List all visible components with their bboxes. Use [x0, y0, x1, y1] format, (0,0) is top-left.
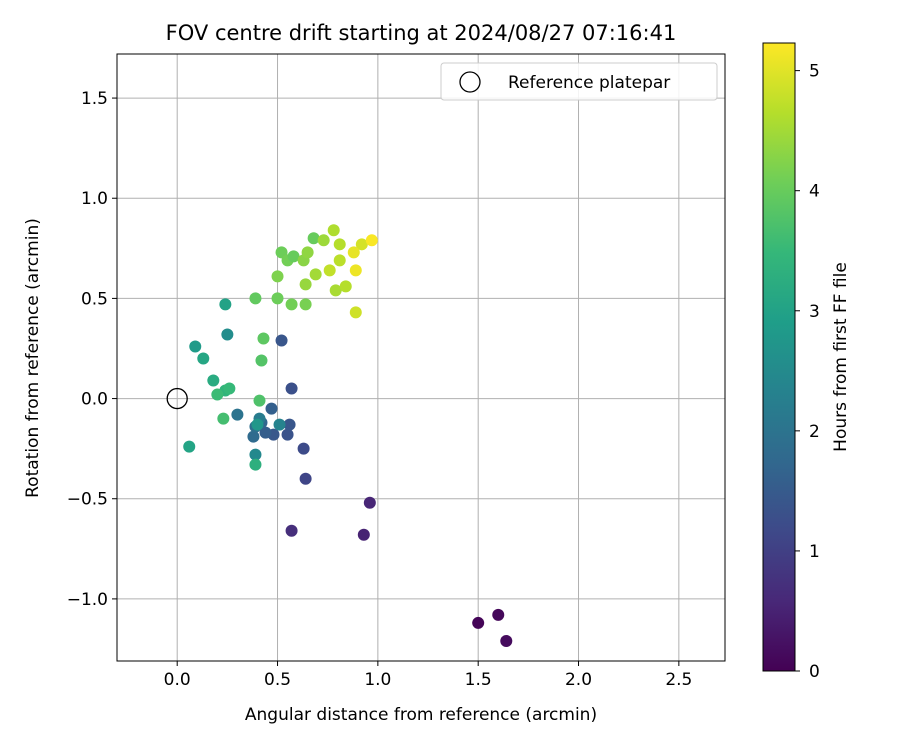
- data-point: [357, 528, 370, 541]
- colorbar-label: Hours from first FF file: [831, 262, 851, 452]
- data-point: [251, 418, 264, 431]
- data-point: [297, 442, 310, 455]
- data-point: [365, 234, 378, 247]
- data-point: [287, 250, 300, 263]
- data-point: [265, 402, 278, 415]
- data-point: [363, 496, 376, 509]
- y-axis-label: Rotation from reference (arcmin): [23, 218, 43, 498]
- colorbar-tick-label: 4: [809, 182, 820, 202]
- data-point: [257, 332, 270, 345]
- data-point: [299, 278, 312, 291]
- plot-frame: [116, 53, 726, 662]
- data-point: [285, 298, 298, 311]
- data-point: [271, 270, 284, 283]
- legend-marker-open-circle: [459, 71, 481, 93]
- data-point: [301, 246, 314, 259]
- x-tick-label: 2.5: [665, 670, 692, 690]
- x-tick-label: 0.5: [264, 670, 291, 690]
- data-point: [255, 354, 268, 367]
- data-point: [211, 388, 224, 401]
- data-point: [207, 374, 220, 387]
- data-point: [219, 298, 232, 311]
- colorbar: 0 1 2 3 4 5 Hours from first FF file: [762, 42, 851, 682]
- data-point: [329, 284, 342, 297]
- data-point: [231, 408, 244, 421]
- data-point: [492, 608, 505, 621]
- plot-background: [117, 54, 725, 661]
- y-tick-label: 1.0: [81, 189, 108, 209]
- data-point: [189, 340, 202, 353]
- data-point: [309, 268, 322, 281]
- data-point: [197, 352, 210, 365]
- chart-title: FOV centre drift starting at 2024/08/27 …: [166, 21, 677, 45]
- y-axis-ticks: −1.0 −0.5 0.0 0.5 1.0 1.5: [67, 89, 117, 610]
- data-point: [355, 238, 368, 251]
- data-point: [339, 280, 352, 293]
- data-point: [281, 428, 294, 441]
- plot-area: 0.0 0.5 1.0 1.5 2.0 2.5 −1.0 −0.5 0.0 0.5 1.0 1.5: [67, 53, 726, 690]
- data-point: [307, 232, 320, 245]
- data-point: [323, 264, 336, 277]
- data-point: [500, 634, 513, 647]
- data-point: [221, 328, 234, 341]
- data-point: [299, 472, 312, 485]
- data-point: [327, 224, 340, 237]
- x-axis-ticks: 0.0 0.5 1.0 1.5 2.0 2.5: [164, 661, 692, 690]
- data-point: [217, 412, 230, 425]
- data-point: [249, 458, 262, 471]
- data-point: [347, 246, 360, 259]
- data-point: [333, 254, 346, 267]
- data-point: [285, 524, 298, 537]
- data-point: [273, 418, 286, 431]
- y-tick-label: 1.5: [81, 89, 108, 109]
- reference-platepar-marker: [166, 387, 188, 410]
- data-point: [317, 234, 330, 247]
- data-point: [249, 448, 262, 461]
- data-point: [299, 298, 312, 311]
- data-point: [183, 440, 196, 453]
- legend-label: Reference platepar: [508, 73, 670, 93]
- colorbar-tick-label: 0: [809, 662, 820, 682]
- scatter-points: [183, 224, 513, 647]
- y-tick-label: −1.0: [67, 590, 108, 610]
- data-point: [271, 292, 284, 305]
- y-tick-label: −0.5: [67, 490, 108, 510]
- data-point: [472, 616, 485, 629]
- data-point: [223, 382, 236, 395]
- data-point: [247, 430, 260, 443]
- data-point: [349, 306, 362, 319]
- data-point: [349, 264, 362, 277]
- colorbar-tick-label: 1: [809, 542, 820, 562]
- legend-box: [440, 62, 718, 101]
- colorbar-tick-label: 2: [809, 422, 820, 442]
- colorbar-tick-label: 5: [809, 62, 820, 82]
- x-tick-label: 1.0: [364, 670, 391, 690]
- legend: Reference platepar: [440, 62, 718, 101]
- data-point: [253, 394, 266, 407]
- data-point: [285, 382, 298, 395]
- y-tick-label: 0.0: [81, 390, 108, 410]
- data-point: [283, 418, 296, 431]
- data-point: [275, 334, 288, 347]
- data-point: [249, 292, 262, 305]
- x-axis-label: Angular distance from reference (arcmin): [245, 705, 597, 725]
- data-point: [333, 238, 346, 251]
- x-tick-label: 2.0: [565, 670, 592, 690]
- colorbar-gradient: [762, 42, 796, 672]
- colorbar-tick-label: 3: [809, 302, 820, 322]
- x-tick-label: 0.0: [164, 670, 191, 690]
- x-tick-label: 1.5: [465, 670, 492, 690]
- y-tick-label: 0.5: [81, 289, 108, 309]
- data-point: [259, 426, 272, 439]
- colorbar-ticks: 0 1 2 3 4 5: [795, 62, 820, 682]
- reference-marker: [166, 387, 188, 410]
